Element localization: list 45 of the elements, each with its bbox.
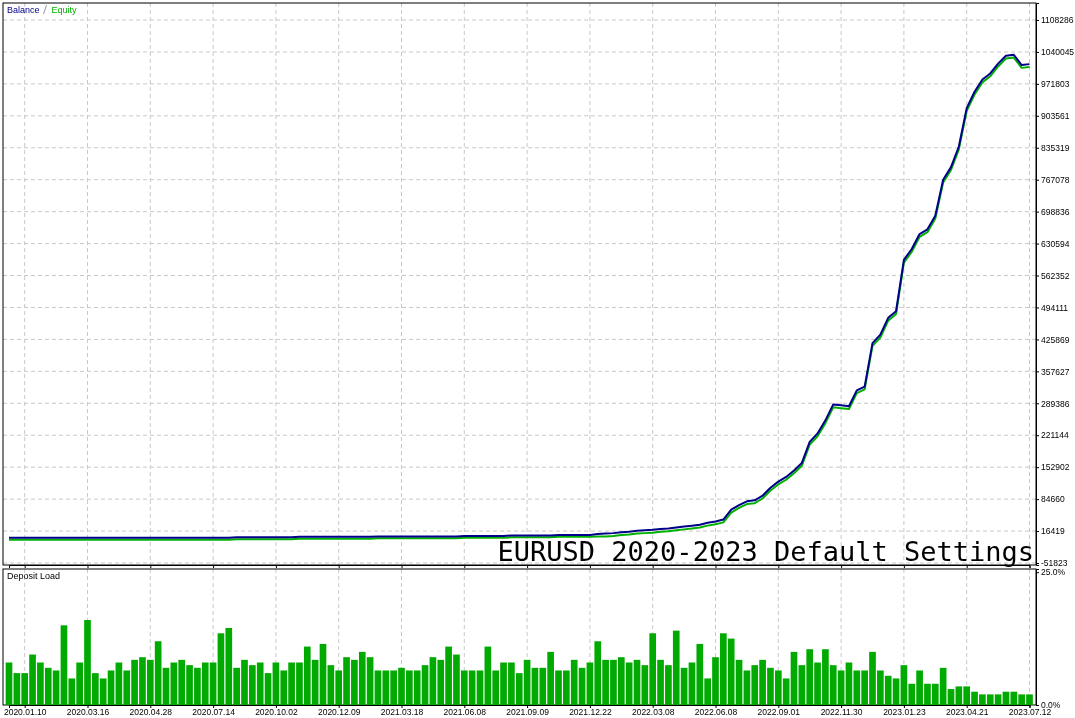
y-tick-label: 425869: [1041, 334, 1070, 345]
x-tick-label: 2021.09.09: [506, 707, 550, 718]
x-tick-label: 2021.06.08: [443, 707, 487, 718]
x-tick-label: 2023.01.23: [883, 707, 926, 718]
y-tick-label: 562352: [1041, 270, 1070, 281]
annotation: EURUSD 2020-2023 Default Settings: [497, 536, 1034, 567]
x-tick-label: 2020.01.10: [3, 707, 47, 718]
text: Equity: [51, 5, 78, 15]
x-tick-label: 2020.12.09: [317, 707, 361, 718]
x-tick-label: 2022.03.08: [631, 707, 675, 718]
y-tick-label: 835319: [1041, 142, 1070, 153]
x-tick-label: 2023.04.21: [945, 707, 989, 718]
x-tick-label: 2020.07.14: [192, 707, 236, 718]
y-tick-label: 289386: [1041, 398, 1070, 409]
y-tick-label: -51823: [1041, 558, 1068, 569]
x-tick-label: 2021.12.22: [569, 707, 612, 718]
bar: [319, 643, 327, 705]
x-tick-label: 2022.11.30: [820, 707, 863, 718]
y-tick-label: 494111: [1041, 302, 1069, 313]
text: Balance: [7, 5, 40, 15]
x-tick-label: 2021.03.18: [380, 707, 424, 718]
x-tick-label: 2020.04.28: [129, 707, 173, 718]
x-tick-label: 2020.10.02: [255, 707, 298, 718]
x-tick-label: 2022.06.08: [694, 707, 738, 718]
y-tick-label: 357627: [1041, 366, 1070, 377]
y-tick-label: 152902: [1041, 462, 1070, 473]
chart-title: Deposit Load: [7, 571, 61, 581]
bar: [476, 670, 484, 705]
y-tick-label: 630594: [1041, 238, 1070, 249]
y-tick-label: 1040045: [1041, 47, 1075, 58]
y-tick-label: 84660: [1041, 494, 1065, 505]
bar: [947, 689, 955, 705]
y-tick-label: 16419: [1041, 526, 1065, 537]
y-tick-label: 221144: [1041, 430, 1070, 441]
bar: [633, 659, 641, 705]
bar: [790, 651, 798, 705]
y-tick-label: 971803: [1041, 79, 1070, 90]
y-tick-label: 698836: [1041, 206, 1070, 217]
bar: [162, 667, 170, 705]
x-tick-label: 2020.03.16: [66, 707, 110, 718]
y-tick-label: 25.0%: [1041, 567, 1066, 578]
y-tick-label: 767078: [1041, 174, 1070, 185]
x-tick-label: 2022.09.01: [757, 707, 801, 718]
y-tick-label: 1108286: [1041, 15, 1074, 26]
y-tick-label: 903561: [1041, 111, 1070, 122]
